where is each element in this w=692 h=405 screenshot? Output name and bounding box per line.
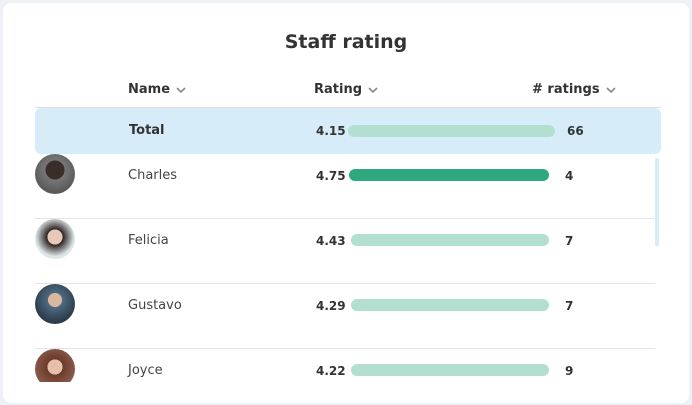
card: Staff rating Name Rating # ratings Total… [3, 3, 689, 403]
rating-bar [349, 169, 549, 181]
staff-name: Gustavo [128, 298, 182, 313]
staff-row[interactable]: Joyce 4.22 9 [35, 348, 655, 382]
staff-count: 4 [565, 169, 574, 183]
chevron [606, 86, 616, 93]
title: Staff rating [284, 31, 408, 53]
staff-rating: 4.75 [316, 169, 346, 183]
staff-rating: 4.29 [316, 299, 346, 313]
avatar [35, 284, 75, 324]
avatar [35, 219, 75, 259]
rating-bar [351, 234, 549, 246]
avatar [35, 154, 75, 194]
rating-bar [351, 299, 549, 311]
scrollbar[interactable] [655, 158, 659, 246]
staff-name: Felicia [128, 233, 169, 248]
divider [35, 107, 661, 108]
staff-rating: 4.22 [316, 364, 346, 378]
staff-rating: 4.43 [316, 234, 346, 248]
staff-count: 7 [565, 234, 574, 248]
total-count: 66 [567, 124, 584, 138]
column-header: Rating [314, 82, 363, 97]
avatar [35, 349, 75, 382]
column-header: # ratings [532, 82, 600, 97]
sort-name[interactable]: Name [128, 82, 187, 97]
rating-bar [351, 364, 549, 376]
staff-name: Charles [128, 168, 178, 183]
sort-count[interactable]: # ratings [532, 82, 617, 97]
chevron [368, 86, 378, 93]
staff-row[interactable]: Charles 4.75 4 [35, 153, 655, 219]
staff-list[interactable]: Charles 4.75 4 Felicia 4.43 7 Gustavo 4.29 7 Joyc… [3, 153, 689, 382]
total-row: Total 4.15 66 [35, 108, 661, 154]
total-rating: 4.15 [316, 124, 346, 138]
column-header: Name [128, 82, 171, 97]
total-label: Total [129, 123, 165, 138]
staff-row[interactable]: Gustavo 4.29 7 [35, 283, 655, 349]
staff-count: 7 [565, 299, 574, 313]
rating-bar [348, 125, 555, 137]
chevron [176, 86, 186, 93]
sort-rating[interactable]: Rating [314, 82, 379, 97]
staff-count: 9 [565, 364, 574, 378]
staff-row[interactable]: Felicia 4.43 7 [35, 218, 655, 284]
staff-name: Joyce [128, 363, 163, 378]
